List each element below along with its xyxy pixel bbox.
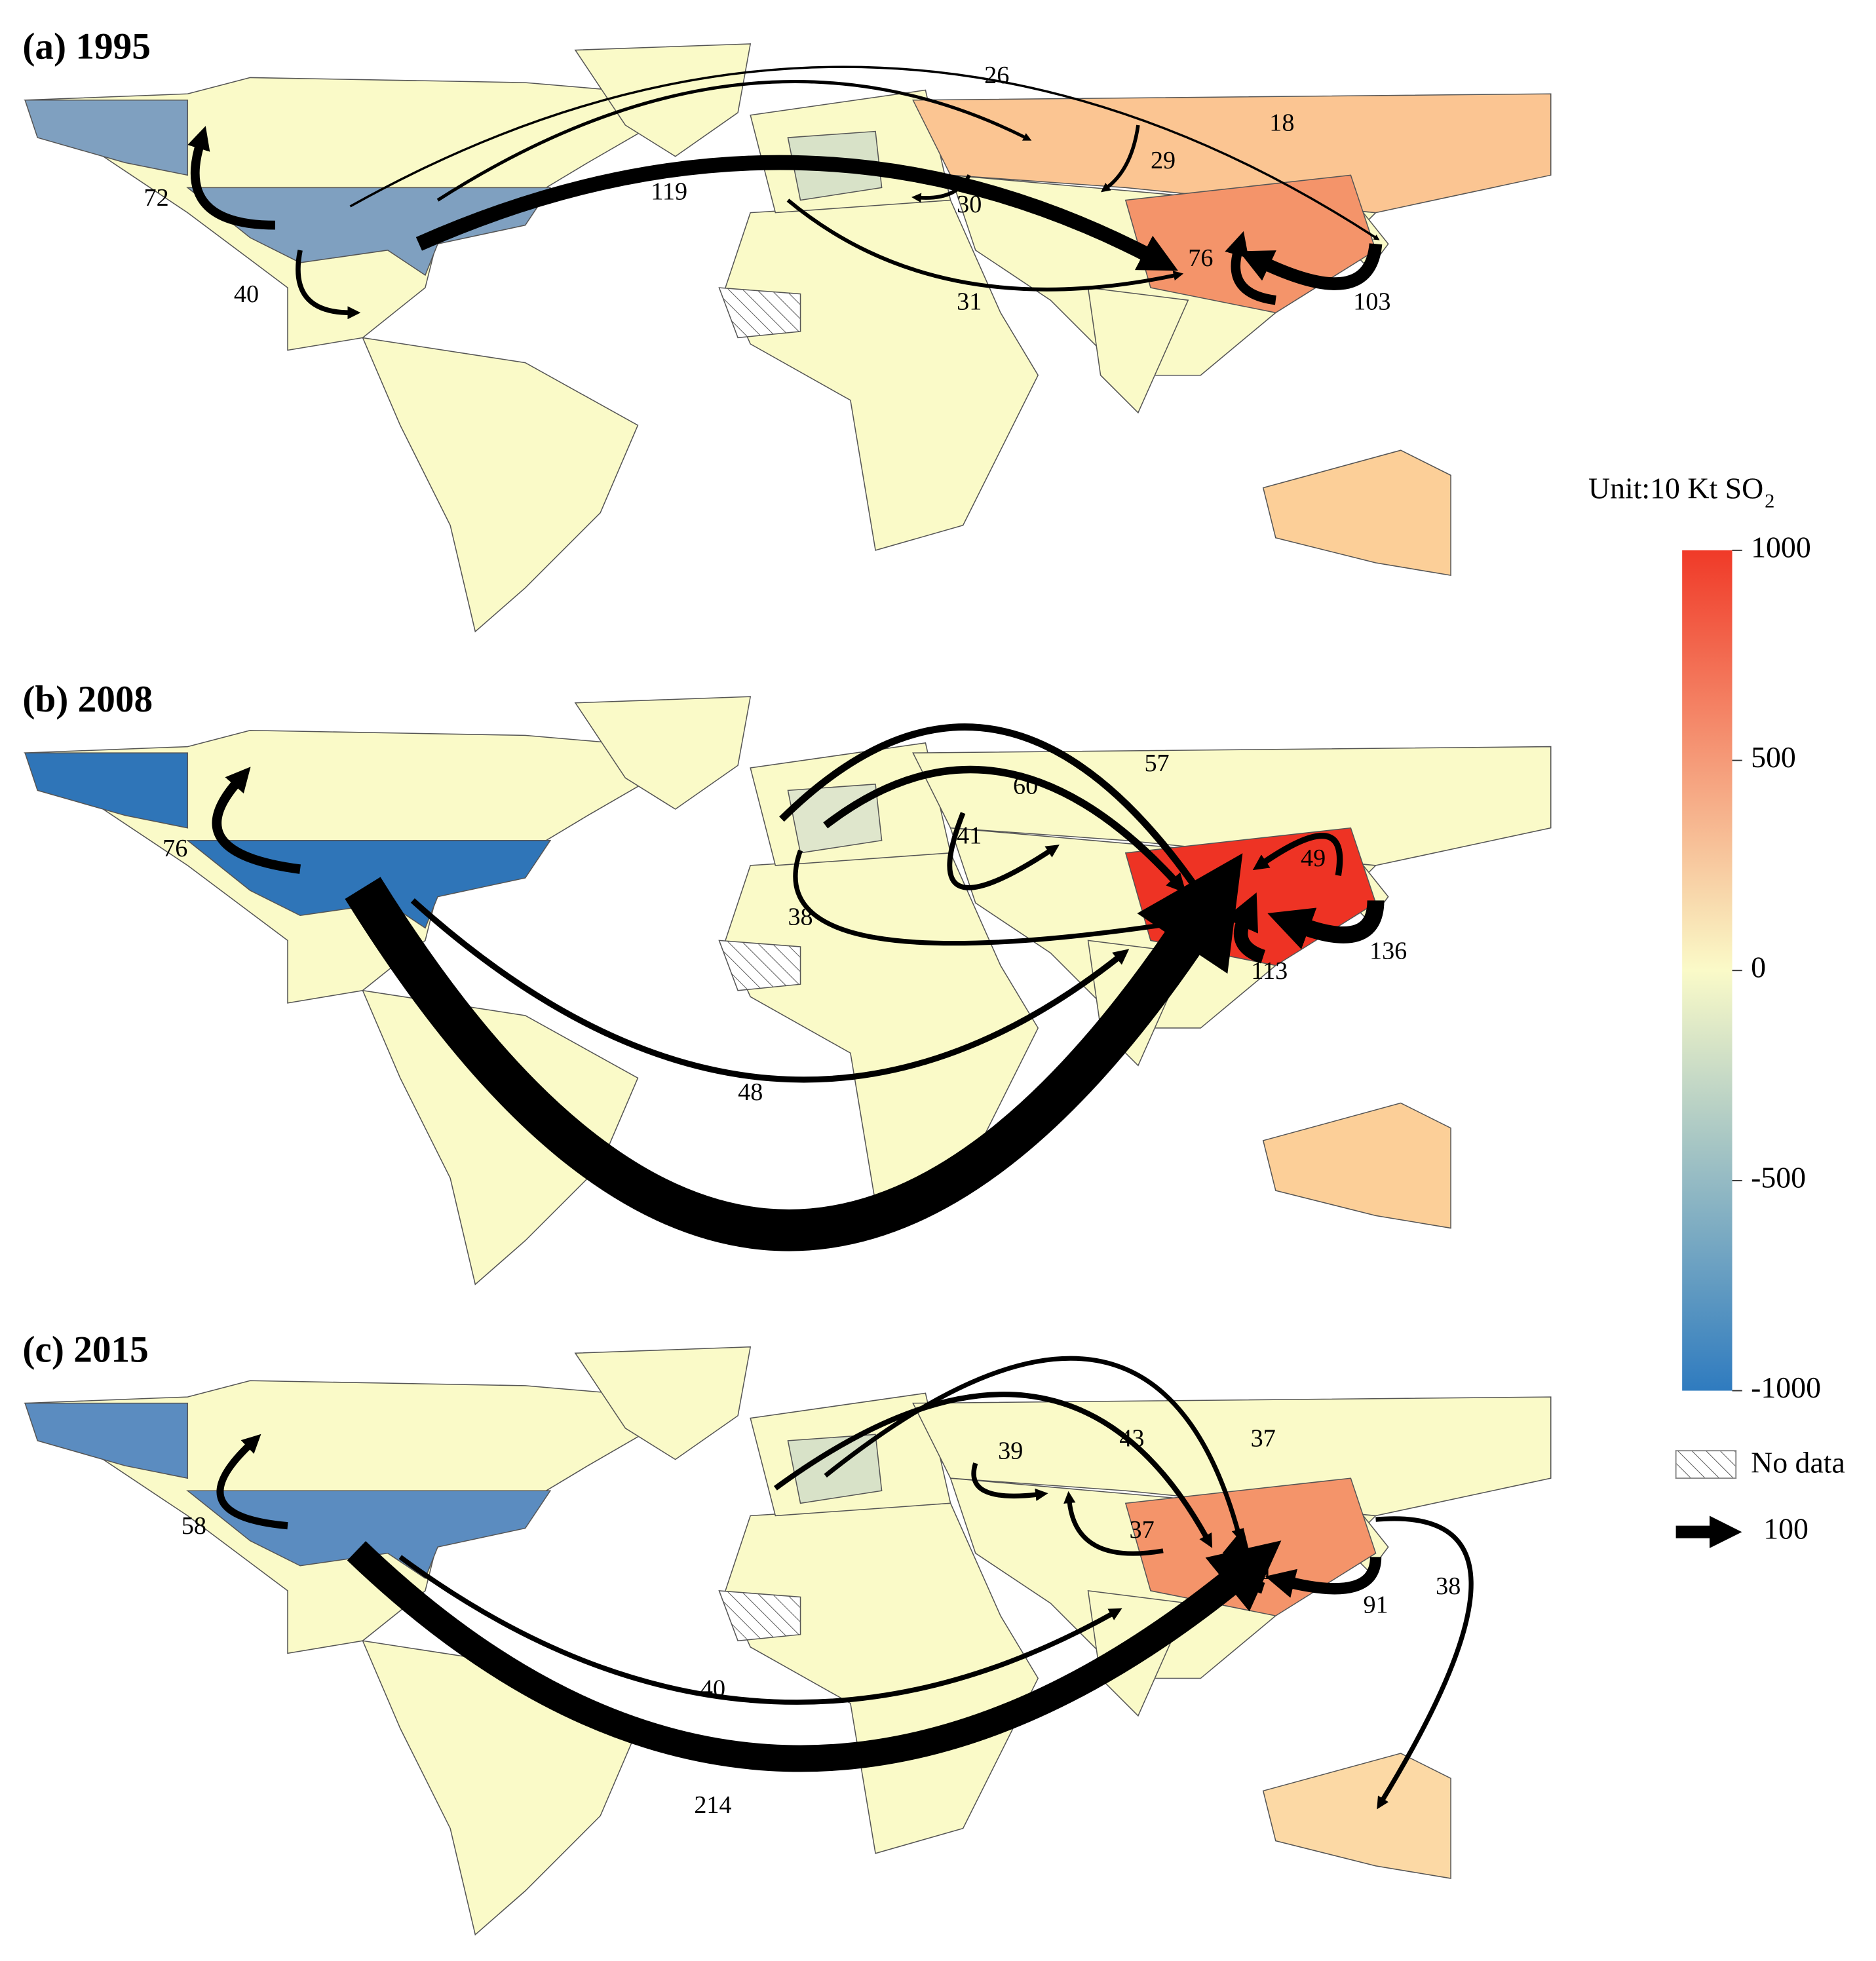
country [24, 100, 189, 176]
country [912, 1396, 1552, 1517]
flow-arrow [947, 812, 1060, 890]
colorbar-tick-label: -1000 [1751, 1371, 1821, 1404]
colorbar-tick-label: -500 [1751, 1160, 1806, 1194]
flow-arrow [349, 66, 1380, 240]
flow-arrow [436, 80, 1032, 202]
country [912, 746, 1552, 866]
panel-title: (a) 1995 [22, 26, 151, 67]
flow-label: 136 [1369, 937, 1407, 964]
flow-arrow [296, 250, 361, 320]
flow-label: 43 [1119, 1425, 1144, 1453]
country [186, 1490, 552, 1579]
flow-arrow [347, 1540, 1282, 1772]
flow-label: 41 [957, 822, 982, 850]
country [24, 752, 189, 829]
flow-arrow [823, 765, 1187, 894]
panel-title: (c) 2015 [22, 1329, 148, 1370]
flow-label: 57 [1144, 750, 1169, 777]
flow-arrow [216, 1434, 288, 1530]
flow-arrow [187, 126, 275, 230]
flow-label: 76 [1188, 244, 1213, 272]
flow-label: 18 [1269, 109, 1294, 137]
flow-arrow [398, 1555, 1122, 1705]
map-panel: (c) 2015 58 214 40 43 37 39 37 91 91 38 [22, 1329, 1552, 1935]
colorbar-tick-label: 1000 [1751, 530, 1811, 563]
flow-label: 31 [957, 288, 982, 316]
flow-arrow [1252, 832, 1343, 876]
flow-arrow [1238, 243, 1383, 290]
flow-label: 37 [1130, 1516, 1155, 1544]
flow-arrow [410, 898, 1130, 1083]
flow-label: 39 [998, 1437, 1023, 1465]
flow-label: 29 [1151, 147, 1176, 174]
flow-arrow [971, 1462, 1048, 1502]
country [24, 1402, 189, 1479]
flow-arrow [824, 1356, 1244, 1542]
flow-label: 40 [700, 1675, 725, 1702]
colorbar-tick-label: 0 [1751, 951, 1766, 984]
flow-label: 91 [1248, 1557, 1273, 1585]
panel-title: (b) 2008 [22, 679, 153, 720]
flow-arrow [345, 853, 1243, 1251]
flow-arrow [1222, 1527, 1265, 1594]
colorbar-tick-label: 500 [1751, 740, 1796, 774]
map-panel: (a) 1995 72 40 119 26 18 29 30 31 76 103 [22, 26, 1552, 632]
flow-arrow [1100, 124, 1140, 193]
no-data-swatch [1675, 1450, 1737, 1479]
flow-arrow [1224, 892, 1266, 964]
country [1262, 449, 1451, 576]
country [1262, 1102, 1451, 1229]
legend-arrow-label: 100 [1763, 1512, 1809, 1546]
legend-unit-subscript: 2 [1765, 489, 1774, 512]
flow-label: 30 [957, 191, 982, 218]
flow-label: 26 [984, 62, 1009, 89]
legend-unit: Unit:10 Kt SO [1588, 472, 1763, 505]
map-panel: (b) 2008 76 334 48 38 57 60 41 49 113 136 [22, 679, 1552, 1285]
flow-arrow [773, 1392, 1213, 1548]
flow-label: 40 [234, 280, 259, 308]
flow-arrow [415, 155, 1178, 271]
flow-label: 72 [144, 184, 169, 212]
flow-arrow [212, 767, 301, 874]
flow-label: 60 [1013, 772, 1038, 799]
flow-arrow [779, 723, 1210, 907]
flow-label: 58 [182, 1512, 206, 1540]
flow-label: 119 [651, 178, 687, 206]
flow-label: 38 [1436, 1572, 1461, 1600]
colorbar [1682, 550, 1732, 1391]
flow-label: 214 [694, 1791, 731, 1819]
country [1262, 1753, 1451, 1879]
flow-label: 334 [719, 1220, 756, 1247]
flow-arrow [1063, 1491, 1164, 1556]
no-data-label: No data [1751, 1446, 1845, 1479]
flow-label: 91 [1363, 1591, 1388, 1619]
flow-label: 76 [163, 835, 187, 862]
flow-label: 37 [1251, 1425, 1276, 1453]
flow-arrow [1375, 1516, 1474, 1810]
flow-label: 48 [738, 1078, 763, 1106]
flow-arrow [793, 849, 1211, 946]
flow-arrow [1225, 231, 1276, 305]
flow-arrow [911, 174, 971, 203]
flow-label: 103 [1353, 288, 1390, 316]
flow-arrow [1267, 900, 1385, 949]
flow-label: 38 [788, 904, 813, 931]
flow-label: 49 [1301, 845, 1326, 872]
flow-label: 113 [1251, 957, 1288, 985]
flow-arrow [1265, 1556, 1382, 1598]
flow-arrow [786, 199, 1184, 292]
